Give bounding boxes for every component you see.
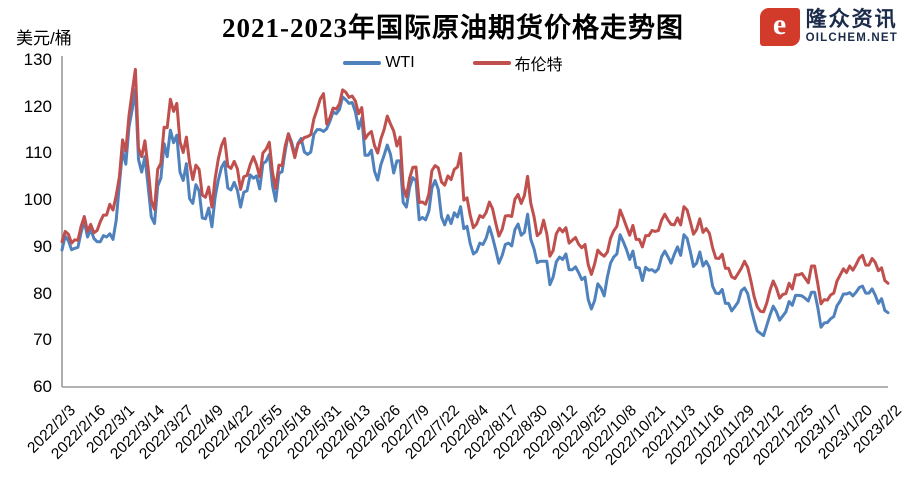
y-axis-unit-label: 美元/桶 bbox=[16, 29, 72, 48]
wti-line bbox=[60, 87, 890, 338]
y-tick-label: 70 bbox=[33, 330, 52, 350]
logo-name: 隆众资讯 bbox=[805, 8, 898, 32]
y-tick-label: 120 bbox=[23, 96, 52, 116]
chart-title: 2021-2023年国际原油期货价格走势图 bbox=[222, 13, 684, 43]
oilchem-logo: e 隆众资讯 OILCHEM.NET bbox=[759, 8, 898, 46]
y-tick-label: 60 bbox=[33, 377, 52, 396]
logo-e-icon: e bbox=[759, 8, 800, 46]
y-tick-label: 90 bbox=[33, 236, 52, 256]
y-tick-label: 110 bbox=[24, 143, 52, 163]
brent-line bbox=[60, 67, 890, 314]
logo-site: OILCHEM.NET bbox=[805, 32, 898, 45]
y-tick-label: 80 bbox=[33, 283, 52, 303]
y-tick-label: 130 bbox=[23, 50, 52, 69]
y-tick-label: 100 bbox=[23, 190, 52, 210]
